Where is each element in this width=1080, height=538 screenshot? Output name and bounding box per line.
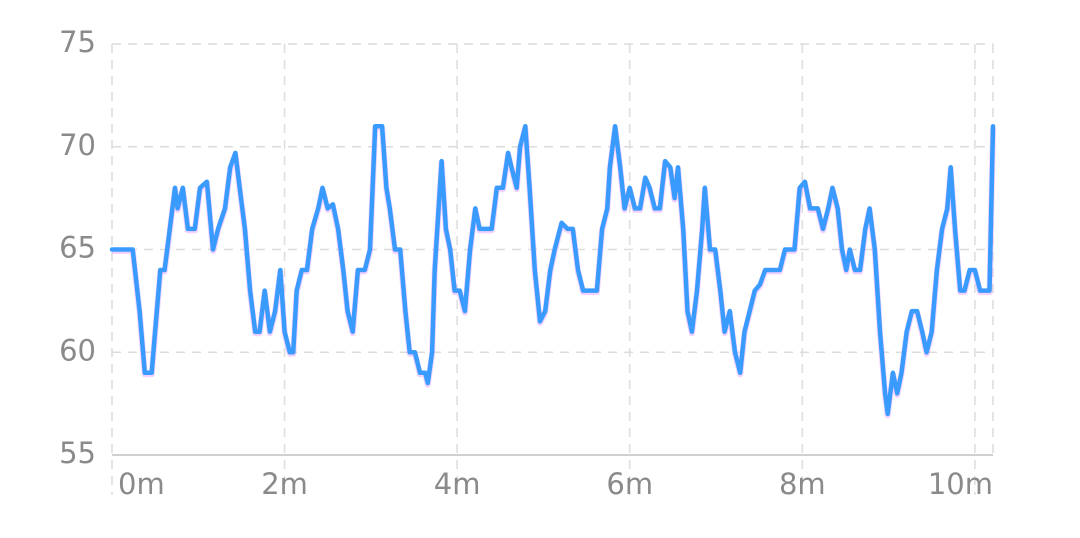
x-tick-label: 0m bbox=[118, 467, 165, 501]
x-tick-label: 10m bbox=[928, 467, 993, 501]
data-line bbox=[109, 123, 996, 417]
y-tick-label: 75 bbox=[59, 25, 96, 59]
x-tick-label: 2m bbox=[261, 467, 308, 501]
y-tick-label: 70 bbox=[59, 128, 96, 162]
y-tick-label: 60 bbox=[59, 333, 96, 367]
x-tick-label: 4m bbox=[434, 467, 481, 501]
x-tick-label: 8m bbox=[779, 467, 826, 501]
y-tick-label: 65 bbox=[59, 231, 96, 265]
y-tick-label: 55 bbox=[59, 436, 96, 470]
x-tick-label: 6m bbox=[606, 467, 653, 501]
